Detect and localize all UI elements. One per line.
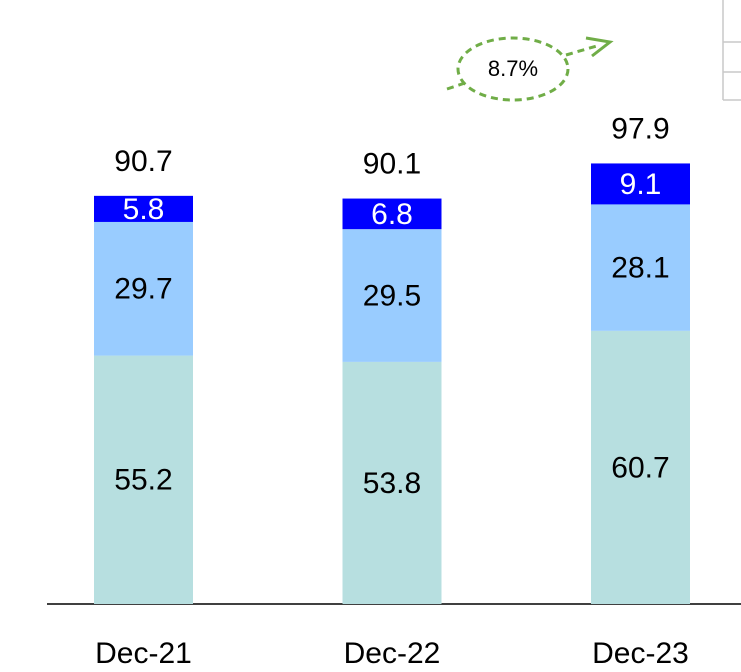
segment-label: 53.8 [363,467,421,500]
total-label: 97.9 [611,112,669,145]
segment-label: 9.1 [620,168,662,201]
total-label: 90.7 [114,145,172,178]
bar-segment [591,204,690,331]
table-fragment [722,0,741,101]
segment-label: 29.7 [114,273,172,306]
arrow-head [585,36,614,58]
segment-label: 5.8 [123,193,165,226]
bar-segment [94,355,193,604]
growth-annotation: 8.7% [446,36,614,102]
annotation-label: 8.7% [488,56,538,81]
bar-segment [94,221,193,356]
bar-segment [342,361,442,604]
annotation-ellipse [456,36,570,102]
segment-label: 60.7 [611,451,669,484]
x-tick-label: Dec-23 [592,637,689,670]
bar-segment [342,198,442,230]
arrow-out [565,43,601,57]
bar-segment [94,195,193,222]
x-tick-label: Dec-21 [95,637,192,670]
total-label: 90.1 [363,147,421,180]
x-tick-label: Dec-22 [344,637,441,670]
bar-segment [591,330,690,604]
segment-label: 55.2 [114,464,172,497]
segment-label: 6.8 [371,198,413,231]
segment-label: 29.5 [363,279,421,312]
bar-segment [342,229,442,362]
bar-segment [591,163,690,205]
segment-label: 28.1 [611,252,669,285]
